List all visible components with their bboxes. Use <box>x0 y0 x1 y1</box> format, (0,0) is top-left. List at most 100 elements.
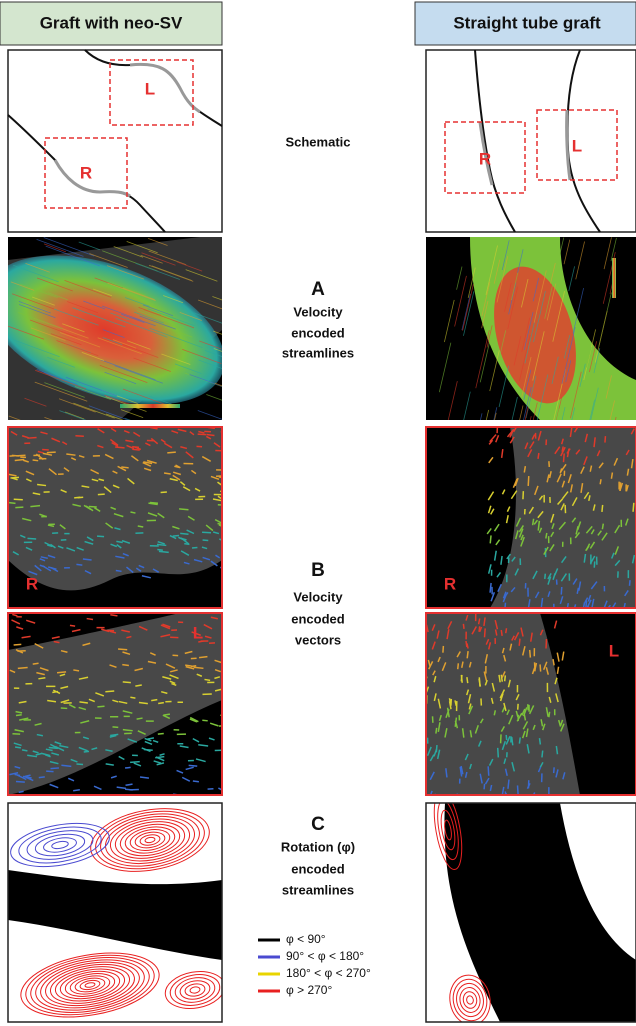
vector <box>130 697 135 698</box>
vector <box>467 677 468 683</box>
vector <box>15 460 25 461</box>
vector <box>73 670 79 671</box>
vector <box>78 497 84 498</box>
vector <box>57 672 66 673</box>
region-label: R <box>444 574 456 593</box>
box-label: R <box>479 149 491 168</box>
vector <box>436 728 437 734</box>
vector <box>164 714 170 715</box>
vector <box>76 564 82 565</box>
vector <box>73 790 80 791</box>
page: Graft with neo-SV Straight tube graft L … <box>0 0 636 1026</box>
panel-b-right-r <box>426 427 636 614</box>
panel-letter: B <box>311 560 325 581</box>
vector <box>159 551 169 552</box>
vector <box>184 544 189 545</box>
panel-b-left-r <box>8 427 229 608</box>
vector <box>198 434 206 435</box>
vector <box>150 502 158 503</box>
vector <box>540 664 541 671</box>
vector <box>144 749 153 750</box>
vector <box>173 536 179 537</box>
vector <box>505 675 506 681</box>
vector <box>16 715 22 716</box>
vector <box>545 574 546 579</box>
box-label: L <box>572 136 582 155</box>
vector <box>46 771 53 772</box>
vector <box>97 536 104 537</box>
vector <box>121 467 128 468</box>
vector <box>123 682 131 683</box>
vector <box>70 625 75 626</box>
vector <box>16 781 25 782</box>
vector <box>19 791 24 792</box>
vector <box>508 780 509 789</box>
vector <box>39 777 45 778</box>
vector <box>14 499 23 500</box>
vector <box>488 766 489 775</box>
vector <box>83 559 92 560</box>
schematic-right <box>426 50 636 232</box>
vector <box>27 538 36 539</box>
vector <box>10 477 18 478</box>
vector <box>52 691 58 692</box>
legend-label: φ < 90° <box>286 932 326 946</box>
row-label: Schematic <box>285 134 350 149</box>
streamline <box>71 420 90 427</box>
vector <box>179 509 188 510</box>
vector <box>137 718 143 719</box>
vector <box>42 449 49 450</box>
streamline <box>215 383 269 403</box>
vector <box>561 587 562 595</box>
vector <box>605 436 606 442</box>
vector <box>530 650 531 658</box>
vector <box>519 639 520 646</box>
vector <box>506 628 507 633</box>
panel-b-right-l <box>423 613 636 802</box>
vector <box>167 452 176 453</box>
vector <box>479 677 480 686</box>
vector <box>180 533 188 534</box>
region-label: L <box>193 623 203 642</box>
vector <box>602 505 603 512</box>
row-label: Rotation (φ) <box>281 839 355 854</box>
vector <box>84 751 89 752</box>
vector <box>602 524 603 530</box>
vector <box>189 765 198 766</box>
vector <box>98 494 105 495</box>
row-label: encoded <box>291 861 345 876</box>
vector <box>18 667 28 668</box>
vector <box>138 526 143 527</box>
vector <box>485 628 486 637</box>
vector <box>562 447 563 452</box>
vector <box>199 657 207 658</box>
vector <box>479 626 480 632</box>
vector <box>38 678 45 679</box>
vector <box>542 751 543 758</box>
row-label: encoded <box>291 611 345 626</box>
column-header: Graft with neo-SV <box>40 13 183 32</box>
vector <box>490 535 491 543</box>
vector <box>22 750 27 751</box>
vector <box>158 734 164 735</box>
vector <box>193 781 199 782</box>
vector <box>203 540 209 541</box>
vector <box>14 644 22 645</box>
vector <box>494 710 495 715</box>
vector <box>528 476 529 486</box>
vector <box>157 549 163 550</box>
vector <box>161 492 167 493</box>
panel-letter: C <box>311 814 325 835</box>
vector <box>463 624 464 629</box>
vector <box>9 503 15 504</box>
vector <box>533 519 534 525</box>
vector <box>501 630 502 636</box>
vector <box>130 512 135 513</box>
vector <box>479 618 480 624</box>
vector <box>115 447 124 448</box>
vector <box>549 712 550 717</box>
vector <box>538 453 539 459</box>
vector <box>116 571 122 572</box>
panel-a-left <box>0 226 268 434</box>
vector <box>118 649 127 650</box>
